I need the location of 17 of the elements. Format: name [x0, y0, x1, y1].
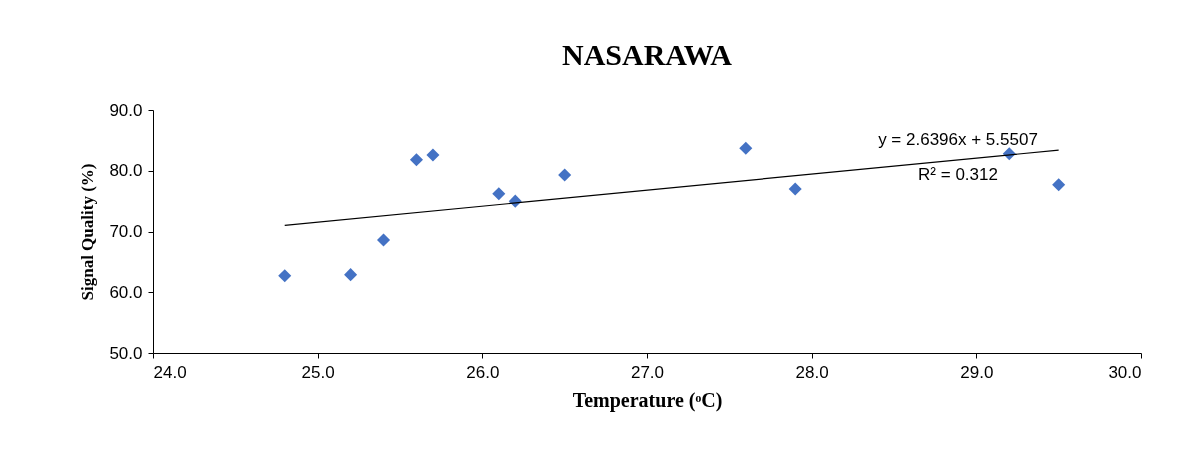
x-axis-title: Temperature (ᵒC): [572, 388, 723, 412]
y-axis-title: Signal Quality (%): [78, 163, 98, 301]
x-tick-label: 29.0: [960, 362, 994, 382]
y-tick-label: 50.0: [109, 343, 143, 363]
x-tick-label: 30.0: [1108, 362, 1142, 382]
x-tick-label: 25.0: [301, 362, 335, 382]
annotation: y = 2.6396x + 5.5507: [878, 130, 1038, 149]
annotation: R² = 0.312: [918, 165, 998, 184]
y-tick-label: 60.0: [109, 282, 143, 302]
x-tick-label: 27.0: [630, 362, 665, 382]
chart-title: NASARAWA: [561, 38, 733, 71]
x-tick-label: 26.0: [466, 362, 500, 382]
x-tick-label: 24.0: [153, 362, 187, 382]
y-tick-label: 90.0: [109, 100, 143, 120]
y-tick-label: 80.0: [109, 161, 143, 181]
y-tick-label: 70.0: [109, 222, 143, 241]
x-tick-label: 28.0: [795, 362, 829, 382]
